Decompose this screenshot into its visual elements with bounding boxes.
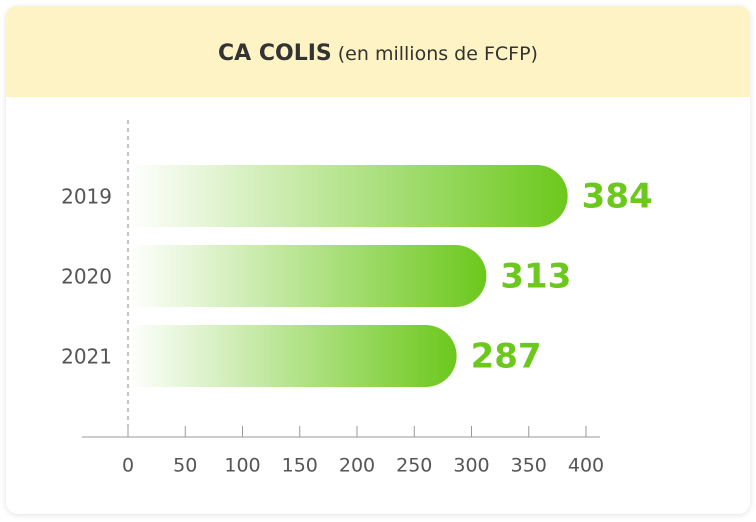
- subtitle: (en millions de FCFP): [338, 43, 538, 65]
- chart-title: CA COLIS (en millions de FCFP): [218, 41, 538, 66]
- x-tick-label: 50: [173, 455, 197, 477]
- bar: [128, 165, 568, 227]
- y-tick-label: 2021: [61, 345, 112, 369]
- y-tick-label: 2019: [61, 185, 112, 209]
- header: [6, 6, 750, 97]
- bar: [128, 325, 457, 387]
- y-tick-label: 2020: [61, 265, 112, 289]
- x-tick-label: 300: [453, 455, 489, 477]
- x-tick-label: 100: [224, 455, 260, 477]
- x-tick-label: 150: [282, 455, 318, 477]
- bar: [128, 245, 487, 307]
- x-tick-label: 200: [339, 455, 375, 477]
- value-label: 384: [582, 177, 653, 217]
- x-tick-label: 400: [568, 455, 604, 477]
- value-label: 313: [500, 257, 571, 297]
- value-label: 287: [471, 337, 542, 377]
- x-tick-label: 350: [511, 455, 547, 477]
- x-tick-label: 0: [122, 455, 134, 477]
- title: CA COLIS: [218, 41, 332, 66]
- x-tick-label: 250: [396, 455, 432, 477]
